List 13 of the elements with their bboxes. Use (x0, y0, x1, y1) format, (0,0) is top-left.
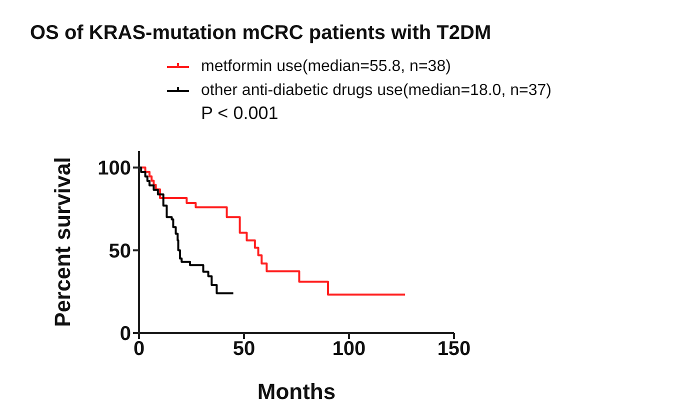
y-tick-label: 100 (98, 158, 131, 180)
y-tick-label: 50 (108, 240, 131, 262)
x-axis-title: Months (257, 379, 336, 404)
y-axis-title: Percent survival (50, 157, 75, 327)
legend-label: other anti-diabetic drugs use(median=18.0, n=37) (201, 82, 552, 100)
y-tick-label: 0 (120, 323, 131, 346)
chart-title: OS of KRAS-mutation mCRC patients with T2DM (30, 22, 492, 45)
legend-label: metformin use(median=55.8, n=38) (201, 58, 451, 76)
text: P < 0.001 (201, 103, 280, 125)
x-tick-label: 0 (133, 338, 145, 360)
x-tick-label: 50 (232, 338, 256, 360)
x-tick-label: 100 (332, 338, 366, 360)
x-tick-label: 150 (437, 338, 471, 360)
